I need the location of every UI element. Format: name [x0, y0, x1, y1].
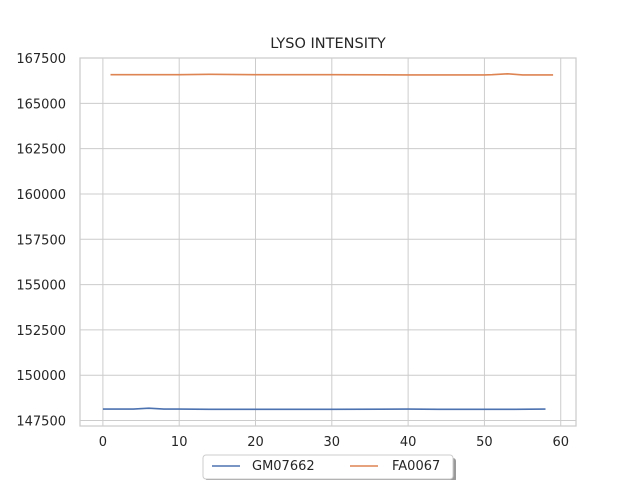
series-lines	[102, 73, 554, 411]
y-tick-label: 165000	[16, 97, 66, 112]
y-tick-label: 152500	[16, 324, 66, 339]
legend: GM07662 FA0067	[202, 454, 456, 480]
legend-box	[202, 454, 454, 480]
x-tick-label: 0	[99, 435, 107, 450]
series-line-fa0067	[110, 73, 554, 76]
grid	[80, 57, 576, 426]
y-tick-label: 147500	[16, 415, 66, 430]
y-tick-label: 150000	[16, 369, 66, 384]
y-tick-label: 157500	[16, 233, 66, 248]
x-tick-label: 20	[247, 435, 264, 450]
x-tick-label: 50	[476, 435, 493, 450]
x-tick-label: 30	[324, 435, 341, 450]
legend-label: FA0067	[392, 459, 440, 474]
series-line-gm07662	[102, 407, 546, 411]
y-tick-label: 155000	[16, 279, 66, 294]
x-tick-label: 60	[552, 435, 569, 450]
y-tick-label: 160000	[16, 188, 66, 203]
legend-label: GM07662	[252, 459, 315, 474]
y-tick-label: 167500	[16, 52, 66, 67]
plot-area-frame	[79, 57, 577, 427]
y-tick-label: 162500	[16, 143, 66, 158]
y-axis-ticks: 147500 150000 152500 155000 157500 160000 1625…	[16, 52, 66, 430]
x-axis-ticks: 0 10 20 30 40 50 60	[99, 435, 569, 450]
x-tick-label: 10	[171, 435, 188, 450]
x-tick-label: 40	[400, 435, 417, 450]
chart-title: LYSO INTENSITY	[270, 36, 386, 52]
